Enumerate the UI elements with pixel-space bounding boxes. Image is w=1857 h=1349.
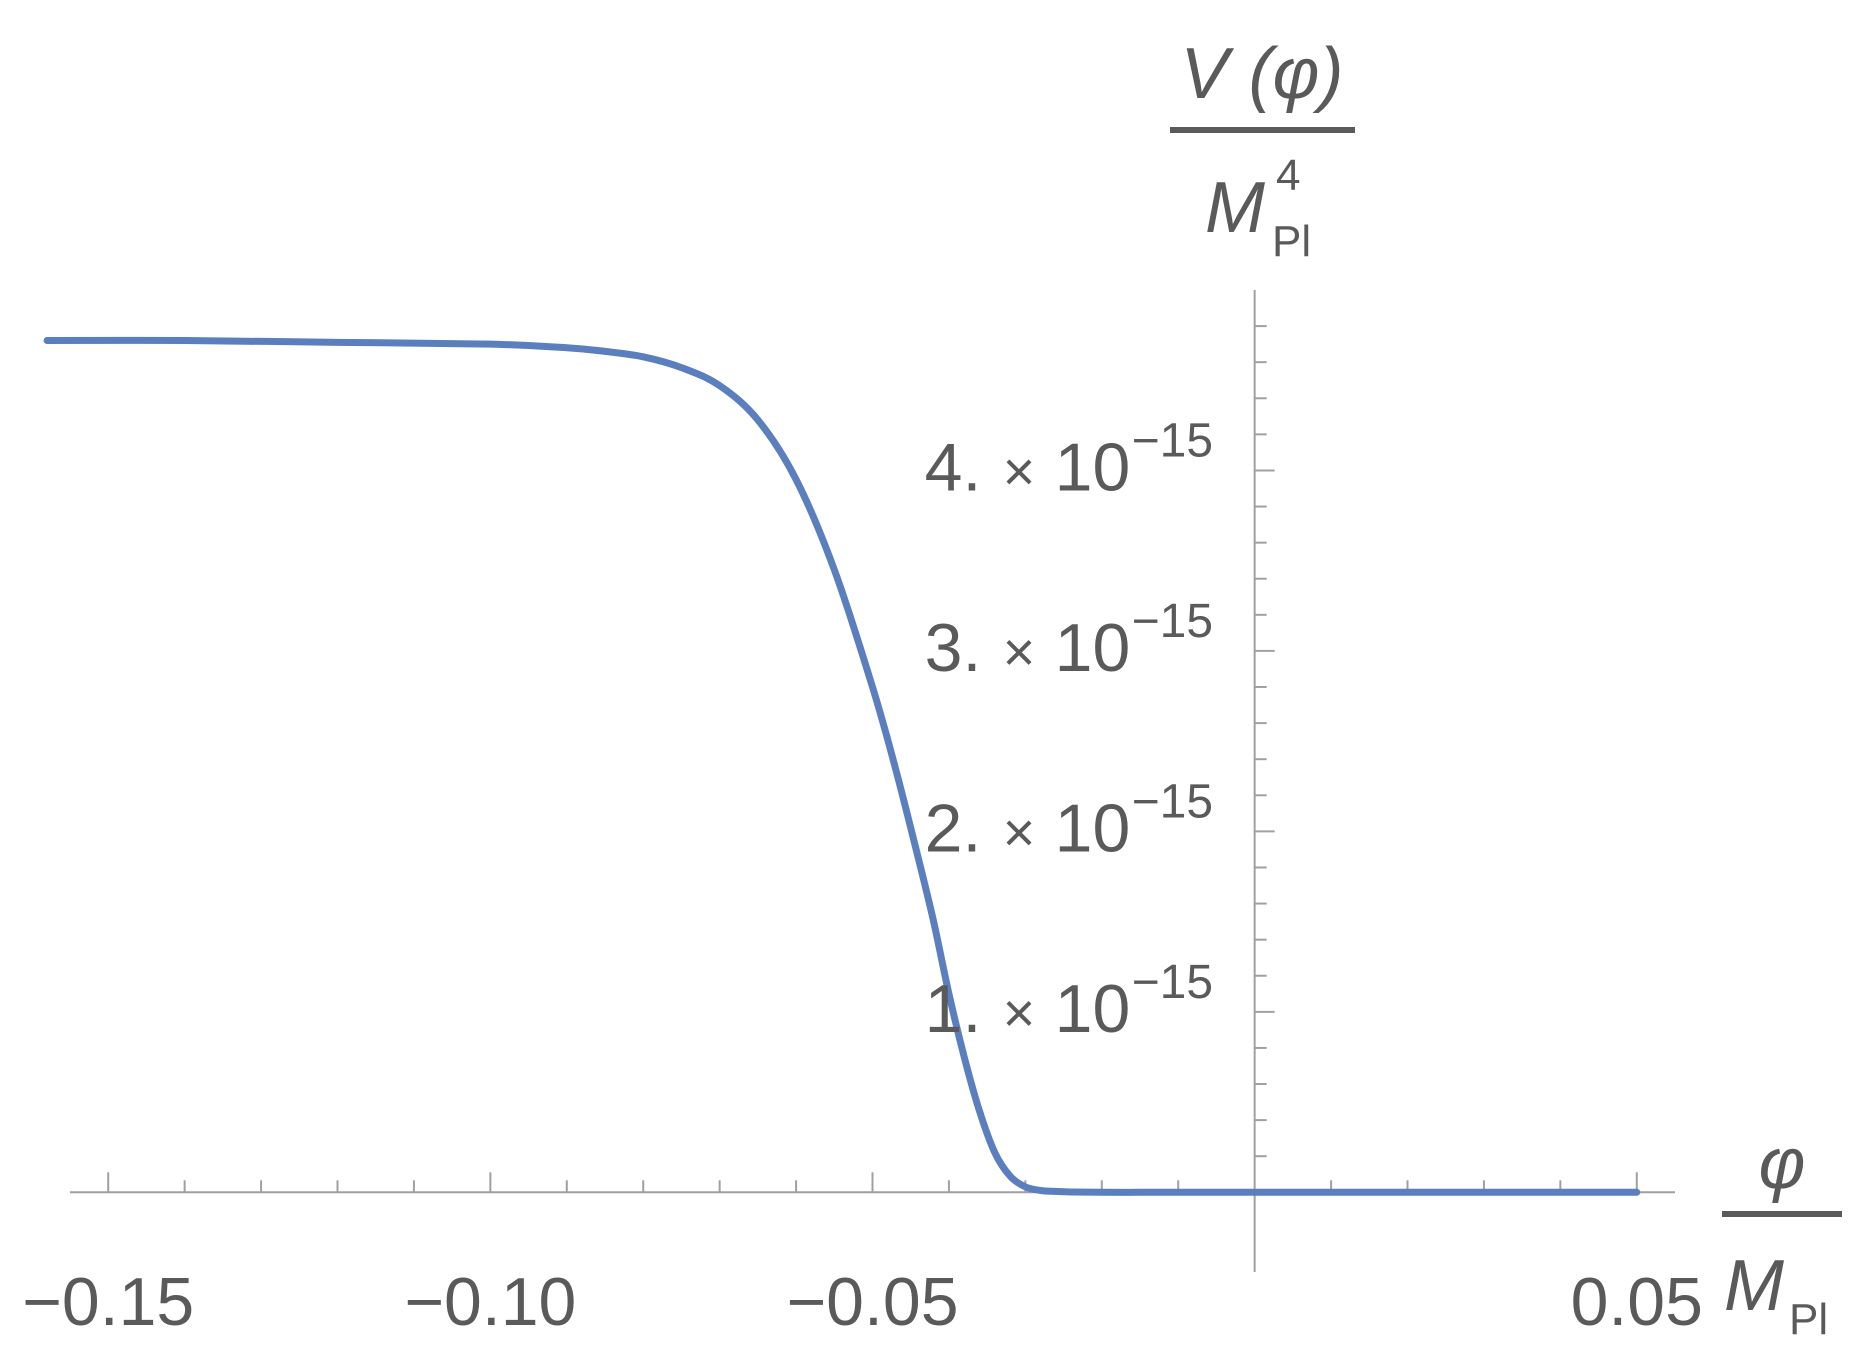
y-tick-label: 1. × 10 −15 bbox=[925, 956, 1213, 1047]
y-tick-base: 10 bbox=[1055, 790, 1131, 866]
series-layer bbox=[43, 336, 1641, 1196]
y-tick-times: × bbox=[1003, 800, 1036, 863]
y-tick-mantissa: 4. bbox=[925, 429, 982, 505]
y-tick-exponent: −15 bbox=[1132, 414, 1213, 467]
y-tick-base: 10 bbox=[1055, 610, 1131, 686]
y-tick-exponent: −15 bbox=[1132, 956, 1213, 1009]
x-tick-label: −0.10 bbox=[404, 1264, 576, 1340]
y-tick-base: 10 bbox=[1055, 429, 1131, 505]
y-tick-label: 4. × 10 −15 bbox=[925, 414, 1213, 505]
y-tick-exponent: −15 bbox=[1132, 595, 1213, 648]
x-axis-title-subscript: Pl bbox=[1789, 1295, 1828, 1344]
y-axis-title-subscript: Pl bbox=[1272, 217, 1311, 266]
series-line-0 bbox=[43, 336, 1641, 1196]
y-tick-times: × bbox=[1003, 620, 1036, 683]
labels-layer: −0.15 −0.10 −0.05 0.051. × 10 −152. × 10 −153. × 10… bbox=[22, 34, 1842, 1344]
y-axis-title-superscript: 4 bbox=[1276, 151, 1300, 200]
y-tick-mantissa: 1. bbox=[925, 971, 982, 1047]
y-tick-mantissa: 2. bbox=[925, 790, 982, 866]
y-tick-label: 3. × 10 −15 bbox=[925, 595, 1213, 686]
x-axis-title: φM Pl bbox=[1722, 1124, 1842, 1344]
y-axis-title-numerator: V (φ) bbox=[1181, 34, 1344, 114]
x-axis-title-numerator: φ bbox=[1759, 1124, 1806, 1204]
y-tick-label: 2. × 10 −15 bbox=[925, 775, 1213, 866]
x-tick-label: −0.05 bbox=[786, 1264, 958, 1340]
y-axis-title-denominator: M bbox=[1205, 168, 1265, 248]
x-axis-title-denominator: M bbox=[1724, 1246, 1784, 1326]
axes bbox=[70, 290, 1675, 1272]
y-axis-title: V (φ) M 4 Pl bbox=[1170, 34, 1355, 266]
y-tick-times: × bbox=[1003, 981, 1036, 1044]
y-tick-times: × bbox=[1003, 439, 1036, 502]
x-tick-label: 0.05 bbox=[1571, 1264, 1703, 1340]
y-tick-exponent: −15 bbox=[1132, 775, 1213, 828]
x-tick-label: −0.15 bbox=[22, 1264, 194, 1340]
y-tick-mantissa: 3. bbox=[925, 610, 982, 686]
y-tick-base: 10 bbox=[1055, 971, 1131, 1047]
